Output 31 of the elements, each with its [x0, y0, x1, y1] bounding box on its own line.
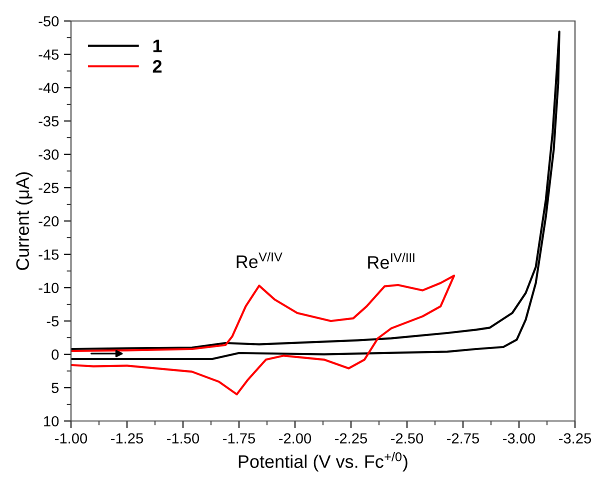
- line-series: [71, 30, 560, 360]
- y-tick-label: -5: [46, 316, 59, 326]
- y-tick-label: -15: [38, 250, 59, 260]
- y-tick-label: 10: [44, 416, 59, 426]
- y-tick-label: 0: [52, 349, 59, 360]
- y-axis-title: Current (μA): [16, 172, 33, 270]
- x-axis-title: Potential (V vs. Fc$^{+/0}$): [238, 452, 408, 472]
- x-tick-label: -2.75: [447, 433, 480, 444]
- y-tick-label: -40: [38, 82, 59, 94]
- x-tick-label: -1.25: [111, 433, 144, 444]
- annotation: Re$^{V/IV}$: [236, 252, 282, 268]
- x-tick-label: -1.75: [223, 433, 256, 444]
- x-tick-label: -2.25: [335, 433, 368, 444]
- y-tick-label: -20: [38, 216, 59, 226]
- y-tick-label: -25: [38, 182, 59, 194]
- x-tick-label: -2.50: [391, 433, 424, 444]
- legend-label: 2: [152, 60, 162, 73]
- y-tick-label: -35: [38, 116, 59, 126]
- y-tick-label: -50: [38, 16, 59, 26]
- y-tick-label: 5: [52, 382, 59, 394]
- x-tick-label: -3.25: [559, 433, 592, 444]
- x-tick-label: -2.00: [279, 433, 312, 444]
- annotation: Re$^{IV/III}$: [368, 252, 414, 269]
- y-tick-label: -10: [38, 282, 59, 294]
- legend-label: 1: [153, 40, 162, 52]
- y-tick-label: -30: [38, 149, 59, 160]
- x-tick-label: -1.00: [55, 433, 88, 444]
- line-series: [71, 274, 456, 396]
- x-tick-label: -3.00: [503, 433, 536, 444]
- y-tick-label: -45: [38, 50, 59, 60]
- x-tick-label: -1.50: [167, 433, 200, 444]
